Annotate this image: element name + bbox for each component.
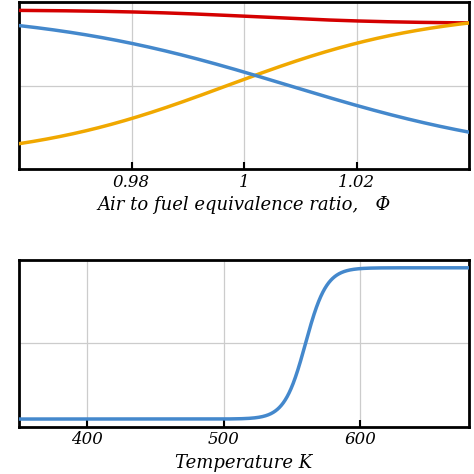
X-axis label: Air to fuel equivalence ratio,   Φ: Air to fuel equivalence ratio, Φ [98,196,391,214]
X-axis label: Temperature K: Temperature K [175,454,313,472]
